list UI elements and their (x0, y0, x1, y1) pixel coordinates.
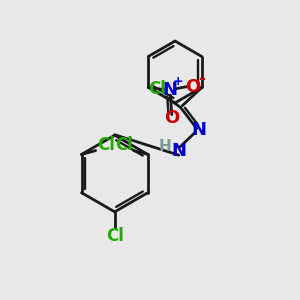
Text: +: + (172, 75, 183, 88)
Text: N: N (171, 142, 186, 160)
Text: Cl: Cl (148, 80, 166, 98)
Text: O: O (185, 78, 201, 96)
Text: Cl: Cl (97, 136, 115, 154)
Text: Cl: Cl (106, 227, 124, 245)
Text: H: H (159, 140, 172, 154)
Text: N: N (162, 81, 177, 99)
Text: Cl: Cl (115, 136, 133, 154)
Text: O: O (164, 109, 179, 127)
Text: N: N (191, 122, 206, 140)
Text: -: - (198, 70, 205, 88)
